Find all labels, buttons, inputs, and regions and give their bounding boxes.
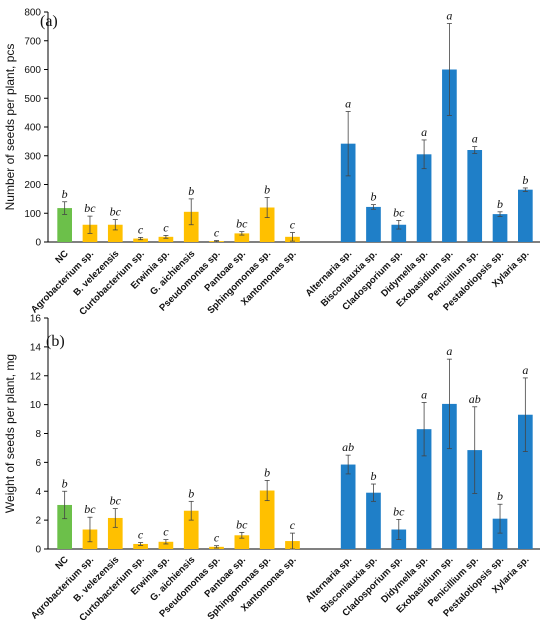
y-axis-label: Weight of seeds per plant, mg xyxy=(3,354,17,513)
y-tick-label: 0 xyxy=(35,545,41,556)
y-tick-label: 14 xyxy=(30,342,42,353)
significance-letter: bc xyxy=(393,205,405,219)
significance-letter: b xyxy=(264,465,270,479)
y-axis-label: Number of seeds per plant, pcs xyxy=(3,44,17,211)
y-tick-label: 0 xyxy=(35,238,41,249)
significance-letter: c xyxy=(290,218,296,232)
bar-5 xyxy=(158,236,174,242)
significance-letter: bc xyxy=(110,205,122,219)
significance-letter: bc xyxy=(110,494,122,508)
bar-1 xyxy=(57,208,72,242)
bar-17 xyxy=(492,214,508,242)
significance-letter: b xyxy=(188,184,194,198)
category-label: NC xyxy=(53,554,71,572)
significance-letter: c xyxy=(163,525,169,539)
significance-letter: a xyxy=(421,387,427,401)
bar-8 xyxy=(234,535,250,549)
significance-letter: b xyxy=(497,197,503,211)
bar-3 xyxy=(107,224,123,242)
bar-12 xyxy=(366,206,381,242)
bar-6 xyxy=(183,211,199,242)
significance-letter: b xyxy=(62,187,68,201)
bar-8 xyxy=(234,233,250,242)
significance-letter: c xyxy=(138,222,144,236)
y-tick-label: 700 xyxy=(24,36,41,47)
y-tick-label: 400 xyxy=(24,123,41,134)
significance-letter: b xyxy=(188,486,194,500)
y-tick-label: 2 xyxy=(35,516,41,527)
y-tick-label: 200 xyxy=(24,180,41,191)
y-tick-label: 6 xyxy=(35,458,41,469)
bar-5 xyxy=(158,541,174,549)
significance-letter: b xyxy=(497,489,503,503)
category-label: NC xyxy=(53,248,71,266)
significance-letter: c xyxy=(138,528,144,542)
significance-letter: a xyxy=(421,125,427,139)
y-tick-label: 800 xyxy=(24,8,41,19)
significance-letter: a xyxy=(522,363,528,377)
significance-letter: a xyxy=(446,9,452,23)
significance-letter: ab xyxy=(469,392,481,406)
bar-18 xyxy=(518,414,533,549)
significance-letter: a xyxy=(472,132,478,146)
bar-4 xyxy=(133,543,148,549)
chart-panel-b: 0 2 4 6 8 10 12 14 16 Weight of seeds per plant, … xyxy=(3,314,540,620)
significance-letter: bc xyxy=(236,517,248,531)
significance-letter: c xyxy=(290,518,296,532)
significance-letter: b xyxy=(370,190,376,204)
significance-letter: bc xyxy=(84,502,96,516)
y-tick-label: 4 xyxy=(35,487,41,498)
bar-17 xyxy=(492,518,508,549)
significance-letter: bc xyxy=(236,217,248,231)
bar-18 xyxy=(518,189,533,242)
y-tick-label: 10 xyxy=(30,400,42,411)
bar-12 xyxy=(366,492,381,549)
y-tick-label: 600 xyxy=(24,65,41,76)
bar-15 xyxy=(442,403,457,549)
significance-letter: b xyxy=(370,469,376,483)
bar-15 xyxy=(442,69,457,242)
significance-letter: a xyxy=(446,344,452,358)
bar-9 xyxy=(259,490,275,549)
significance-letter: bc xyxy=(393,504,405,518)
significance-letter: ab xyxy=(342,440,354,454)
bar-11 xyxy=(340,143,356,242)
y-tick-label: 16 xyxy=(30,314,42,325)
bar-14 xyxy=(416,154,432,242)
significance-letter: a xyxy=(345,96,351,110)
bar-16 xyxy=(467,150,483,242)
y-tick-label: 300 xyxy=(24,151,41,162)
significance-letter: c xyxy=(214,531,220,545)
significance-letter: c xyxy=(214,226,220,240)
y-tick-label: 8 xyxy=(35,429,41,440)
significance-letter: c xyxy=(163,220,169,234)
bar-14 xyxy=(416,429,432,549)
bar-6 xyxy=(183,510,199,549)
bar-9 xyxy=(259,207,275,242)
significance-letter: b xyxy=(522,173,528,187)
y-tick-label: 100 xyxy=(24,209,41,220)
y-tick-label: 500 xyxy=(24,94,41,105)
bar-11 xyxy=(340,464,356,549)
panel-label: (a) xyxy=(40,13,58,30)
panel-label: (b) xyxy=(46,333,65,350)
chart-panel-a: 0 100 200 300 400 500 600 700 800 Number of seeds… xyxy=(3,8,540,318)
y-tick-label: 12 xyxy=(30,371,42,382)
bar-3 xyxy=(107,517,123,549)
significance-letter: b xyxy=(62,476,68,490)
bar-4 xyxy=(133,238,148,242)
bar-13 xyxy=(391,224,407,242)
bar-1 xyxy=(57,504,72,549)
significance-letter: bc xyxy=(84,201,96,215)
bar-16 xyxy=(467,450,483,549)
significance-letter: b xyxy=(264,182,270,196)
